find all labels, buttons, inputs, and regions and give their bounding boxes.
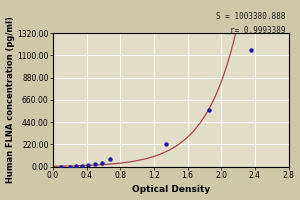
Point (86, 164, 91, 167)
Point (206, 108, 211, 112)
X-axis label: Optical Density: Optical Density (132, 185, 210, 194)
Point (93, 163, 98, 166)
Point (80, 164, 85, 168)
Point (67, 165, 72, 168)
Point (74, 165, 79, 168)
Text: S = 1003380.888: S = 1003380.888 (216, 12, 285, 21)
Y-axis label: Human FLNA concentration (pg/ml): Human FLNA concentration (pg/ml) (6, 16, 15, 183)
Point (108, 157, 112, 160)
Point (99, 161, 104, 164)
Point (248, 49, 253, 52)
Point (59, 165, 64, 168)
Text: r= 0.9993389: r= 0.9993389 (230, 26, 285, 35)
Point (164, 143, 169, 146)
